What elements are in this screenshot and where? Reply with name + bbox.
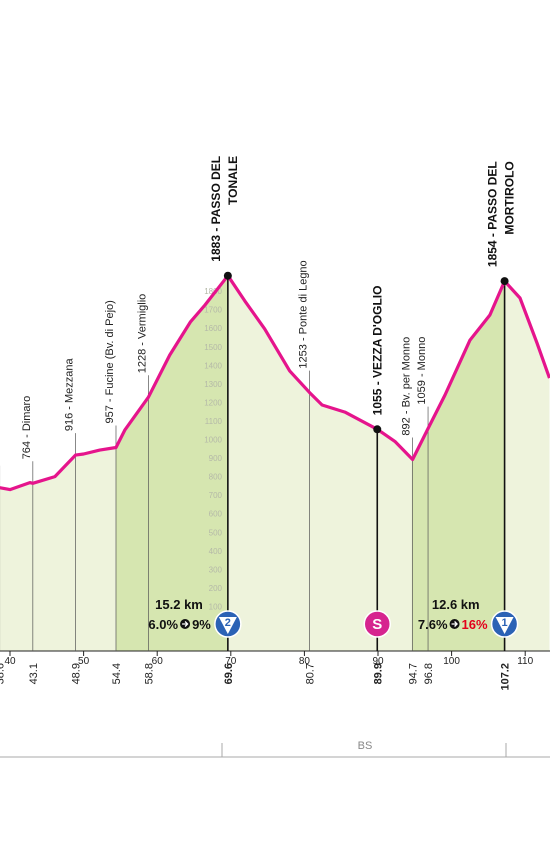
arrow: [451, 621, 458, 627]
y-tick-label: 1100: [205, 417, 223, 426]
y-tick-label: 200: [209, 584, 223, 593]
summit-label: 1055 - VEZZA D'OGLIO: [370, 286, 384, 416]
waypoint-label: 916 - Mezzana: [64, 357, 76, 431]
profile-line: [0, 274, 550, 492]
km-label: 38.6: [0, 663, 7, 684]
y-tick-label: 1800: [204, 287, 222, 296]
summit-label: 1883 - PASSO DEL: [209, 156, 223, 262]
badge-triangle: [495, 617, 514, 634]
km-label: 48.9: [71, 663, 83, 684]
summit-label: 1854 - PASSO DEL: [486, 161, 500, 267]
y-tick-label: 700: [209, 491, 223, 500]
badge-label: 1: [502, 617, 508, 629]
km-label: 80.7: [305, 663, 317, 684]
province-label: BS: [358, 740, 373, 752]
badge-triangle: [218, 617, 237, 634]
x-tick-label: 80: [299, 656, 311, 667]
summit-label: TONALE: [226, 156, 240, 205]
summit-dot: [500, 277, 509, 286]
climb-length: 15.2 km: [155, 597, 203, 612]
summit-dot: [373, 425, 382, 434]
waypoint-label: 957 - Fucine (Bv. di Pejo): [104, 300, 116, 423]
waypoint-label: 1228 - Vermiglio: [136, 294, 148, 374]
x-tick-label: 70: [225, 656, 237, 667]
badge: [363, 610, 392, 638]
x-tick-label: 90: [372, 656, 384, 667]
climb-avg: 6.0%: [148, 617, 178, 632]
summit-label: MORTIROLO: [503, 161, 517, 234]
y-tick-label: 1500: [204, 343, 222, 352]
x-tick-label: 60: [152, 656, 164, 667]
x-tick-label: 50: [78, 656, 90, 667]
climb-avg: 7.6%: [418, 617, 448, 632]
waypoint-label: 1253 - Ponte di Legno: [298, 260, 310, 368]
climb-max: 16%: [462, 617, 488, 632]
y-tick-label: 1300: [204, 380, 222, 389]
waypoint-label: 1059 - Monno: [416, 337, 428, 405]
km-label: 96.8: [423, 663, 435, 684]
km-label: 107.2: [500, 663, 512, 691]
waypoint-label: 764 - Dimaro: [21, 396, 33, 460]
y-tick-label: 500: [209, 528, 223, 537]
y-tick-label: 1700: [204, 306, 222, 315]
x-tick-label: 100: [443, 656, 460, 667]
y-tick-label: 100: [209, 602, 223, 611]
y-tick-label: 900: [209, 454, 223, 463]
x-tick-label: 40: [4, 656, 16, 667]
y-tick-label: 1400: [204, 361, 222, 370]
km-label: 94.7: [408, 663, 420, 684]
km-label: 54.4: [111, 663, 123, 684]
y-tick-label: 300: [209, 565, 223, 574]
y-tick-label: 600: [209, 510, 223, 519]
waypoint-label: 892 - Bv. per Monno: [401, 337, 413, 436]
summit-dot: [223, 271, 232, 280]
badge-label: S: [372, 616, 382, 633]
badge-label: 2: [225, 617, 231, 629]
km-label: 58.8: [143, 663, 155, 684]
km-label: 89.9: [372, 663, 384, 684]
y-tick-label: 1600: [204, 324, 222, 333]
y-tick-label: 1000: [204, 436, 222, 445]
arrow: [182, 621, 189, 627]
x-tick-label: 110: [517, 656, 533, 667]
y-tick-label: 800: [209, 473, 223, 482]
y-tick-label: 400: [209, 547, 223, 556]
climb-max: 9%: [192, 617, 211, 632]
climb-length: 12.6 km: [432, 597, 480, 612]
km-label: 69.6: [223, 663, 235, 684]
y-tick-label: 1200: [204, 398, 222, 407]
km-label: 43.1: [28, 663, 40, 684]
